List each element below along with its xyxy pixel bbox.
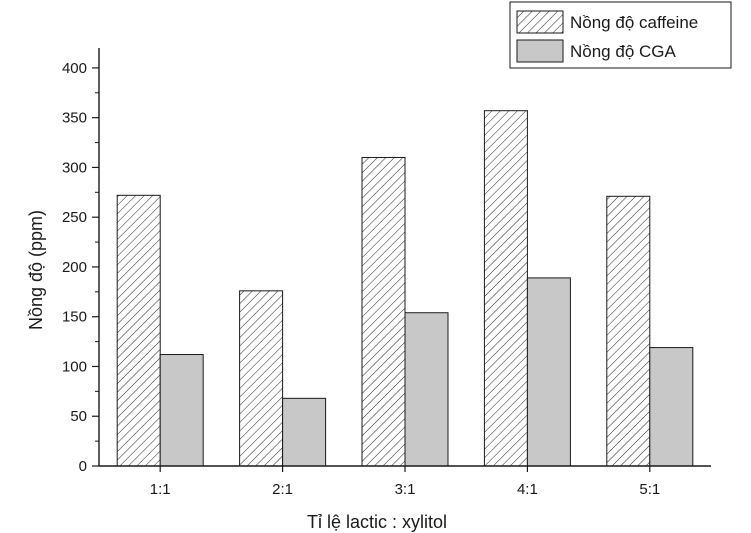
y-tick-label: 350 xyxy=(62,110,87,127)
y-axis-label: Nồng độ (ppm) xyxy=(26,210,46,330)
y-tick-label: 0 xyxy=(79,458,87,475)
x-tick-label: 2:1 xyxy=(272,481,293,498)
legend-label-caffeine: Nồng độ caffeine xyxy=(570,13,698,32)
legend: Nồng độ caffeine Nồng độ CGA xyxy=(509,1,732,69)
bar-caffeine-5-1 xyxy=(606,195,651,467)
y-tick-label: 300 xyxy=(62,159,87,176)
legend-label-cga: Nồng độ CGA xyxy=(570,42,676,61)
y-tick-label: 100 xyxy=(62,358,87,375)
y-tick-label: 200 xyxy=(62,259,87,276)
x-tick-label: 1:1 xyxy=(150,481,171,498)
bar-cga-2-1 xyxy=(282,397,327,467)
x-tick-label: 4:1 xyxy=(517,481,538,498)
y-tick-label: 250 xyxy=(62,209,87,226)
bar-cga-5-1 xyxy=(649,347,694,467)
bar-cga-1-1 xyxy=(159,354,204,467)
bar-caffeine-4-1 xyxy=(483,110,528,467)
bar-caffeine-1-1 xyxy=(116,194,161,467)
x-axis-label: Tỉ lệ lactic : xylitol xyxy=(307,512,447,532)
x-tick-label: 3:1 xyxy=(395,481,416,498)
bar-cga-4-1 xyxy=(526,277,571,467)
bars-layer xyxy=(116,110,694,467)
y-tick-label: 400 xyxy=(62,60,87,77)
bar-cga-3-1 xyxy=(404,312,449,467)
y-tick-label: 150 xyxy=(62,309,87,326)
x-tick-label: 5:1 xyxy=(639,481,660,498)
bar-caffeine-3-1 xyxy=(361,156,406,467)
legend-swatch-cga xyxy=(516,39,564,63)
axes-layer: 1:1 2:1 3:1 4:1 5:1 0 50 100 150 200 250 300 350 400 xyxy=(62,48,711,498)
legend-swatch-caffeine xyxy=(516,10,564,34)
y-tick-label: 50 xyxy=(70,408,87,425)
bar-caffeine-2-1 xyxy=(239,290,284,467)
